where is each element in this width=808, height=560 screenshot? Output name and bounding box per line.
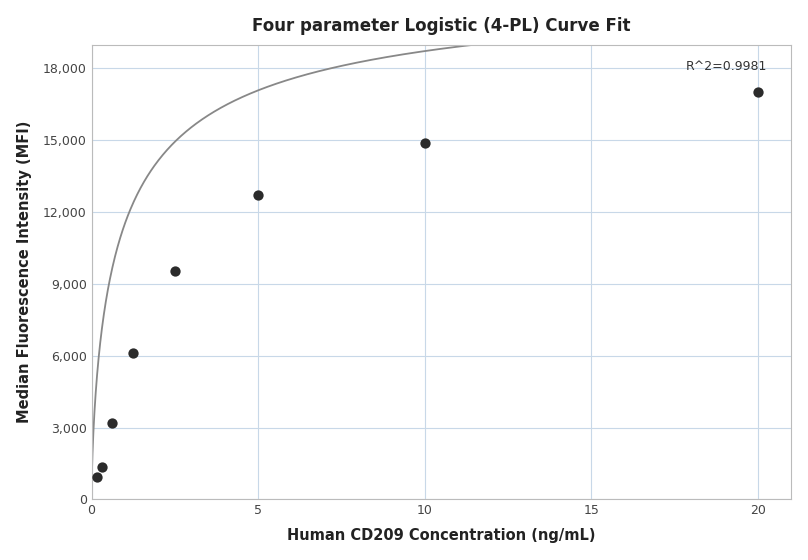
Point xyxy=(168,267,181,276)
Y-axis label: Median Fluorescence Intensity (MFI): Median Fluorescence Intensity (MFI) xyxy=(17,121,32,423)
Text: R^2=0.9981: R^2=0.9981 xyxy=(685,60,767,73)
Point xyxy=(95,463,108,472)
Point xyxy=(90,472,103,481)
X-axis label: Human CD209 Concentration (ng/mL): Human CD209 Concentration (ng/mL) xyxy=(287,528,595,543)
Title: Four parameter Logistic (4-PL) Curve Fit: Four parameter Logistic (4-PL) Curve Fit xyxy=(252,17,631,35)
Point xyxy=(751,88,764,97)
Point xyxy=(127,349,140,358)
Point xyxy=(251,191,264,200)
Point xyxy=(106,418,119,427)
Point xyxy=(419,138,431,147)
